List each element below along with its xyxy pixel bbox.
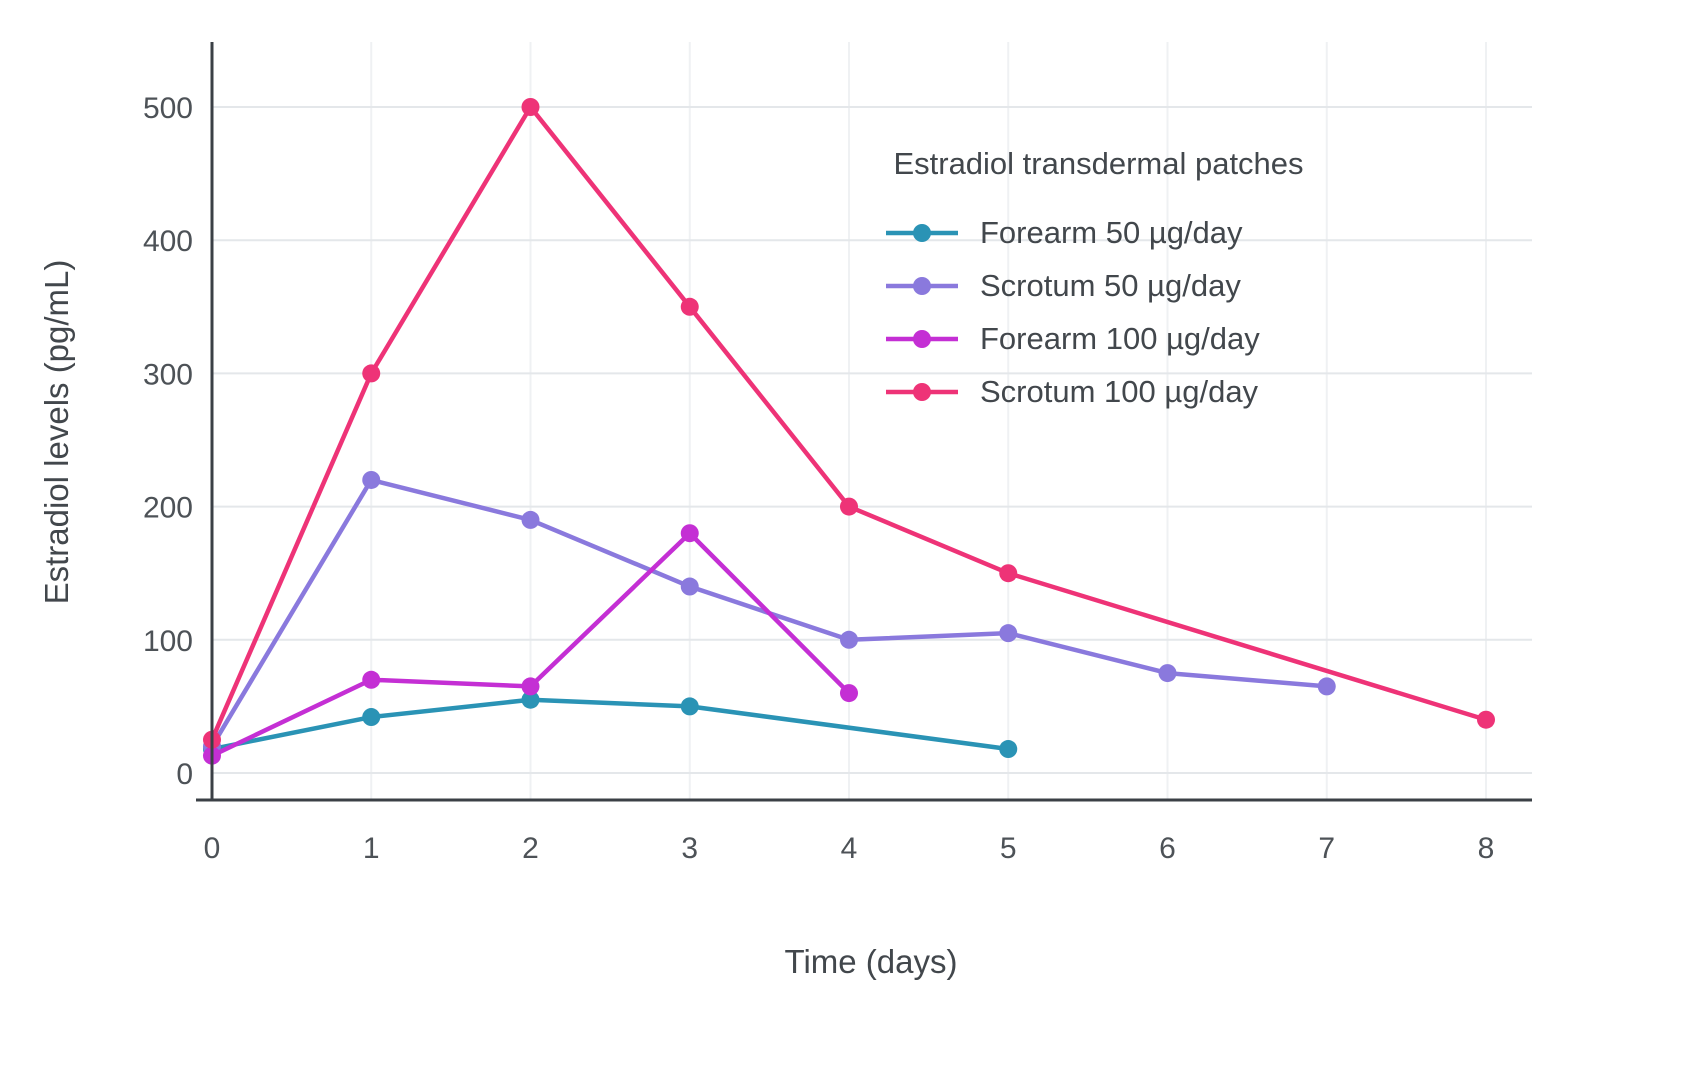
- y-tick-label: 400: [143, 225, 193, 258]
- legend-item-3[interactable]: Forearm 100 µg/day: [884, 312, 1371, 365]
- data-point: [1158, 664, 1177, 683]
- data-point: [521, 690, 540, 709]
- data-point: [840, 684, 858, 703]
- data-point: [362, 670, 381, 689]
- data-point: [999, 624, 1018, 643]
- legend-item-label: Forearm 50 µg/day: [980, 214, 1243, 250]
- x-tick-label: 8: [1478, 832, 1495, 865]
- x-tick-label: 7: [1318, 832, 1335, 865]
- legend-item-label: Scrotum 100 µg/day: [980, 373, 1259, 409]
- series-line-1: [209, 697, 1011, 752]
- y-tick-label: 300: [143, 358, 193, 391]
- data-point: [999, 740, 1018, 759]
- data-point: [521, 98, 540, 116]
- x-tick-label: 3: [681, 832, 698, 865]
- y-tick-label: 0: [176, 758, 193, 791]
- legend-marker-icon: [886, 382, 958, 401]
- data-point: [362, 364, 381, 383]
- data-point: [999, 564, 1018, 583]
- data-point: [1317, 677, 1336, 696]
- data-point: [521, 677, 540, 696]
- x-tick-label: 6: [1159, 832, 1176, 865]
- y-axis-title: Estradiol levels (pg/mL): [38, 259, 75, 605]
- x-tick-label: 5: [1000, 832, 1017, 865]
- x-axis-title: Time (days): [784, 943, 958, 980]
- legend-marker-icon: [886, 329, 958, 348]
- data-point: [840, 630, 858, 649]
- y-tick-label: 500: [143, 92, 193, 125]
- legend-marker-icon: [886, 223, 958, 242]
- y-tick-label: 100: [143, 625, 193, 658]
- data-point: [680, 577, 699, 596]
- x-tick-label: 0: [204, 832, 221, 865]
- legend: Estradiol transdermal patches Forearm 50…: [826, 146, 1371, 418]
- data-point: [521, 510, 540, 529]
- data-point: [362, 470, 381, 489]
- y-tick-label: 200: [143, 492, 193, 525]
- legend-item-2[interactable]: Scrotum 50 µg/day: [884, 259, 1371, 312]
- legend-marker-icon: [886, 276, 958, 295]
- x-tick-label: 1: [363, 832, 380, 865]
- x-tick-label: 2: [522, 832, 539, 865]
- data-point: [680, 524, 699, 543]
- data-point: [680, 297, 699, 316]
- legend-item-1[interactable]: Forearm 50 µg/day: [884, 206, 1371, 259]
- data-point: [680, 697, 699, 716]
- legend-title: Estradiol transdermal patches: [893, 146, 1304, 181]
- data-point: [1477, 710, 1495, 729]
- data-point: [840, 497, 858, 516]
- data-point: [362, 708, 381, 727]
- legend-item-label: Scrotum 50 µg/day: [980, 267, 1241, 303]
- legend-item-4[interactable]: Scrotum 100 µg/day: [884, 365, 1371, 418]
- legend-items: Forearm 50 µg/day Scrotum 50 µg/day Forear…: [826, 206, 1371, 418]
- legend-item-label: Forearm 100 µg/day: [980, 320, 1260, 356]
- x-tick-label: 4: [841, 832, 858, 865]
